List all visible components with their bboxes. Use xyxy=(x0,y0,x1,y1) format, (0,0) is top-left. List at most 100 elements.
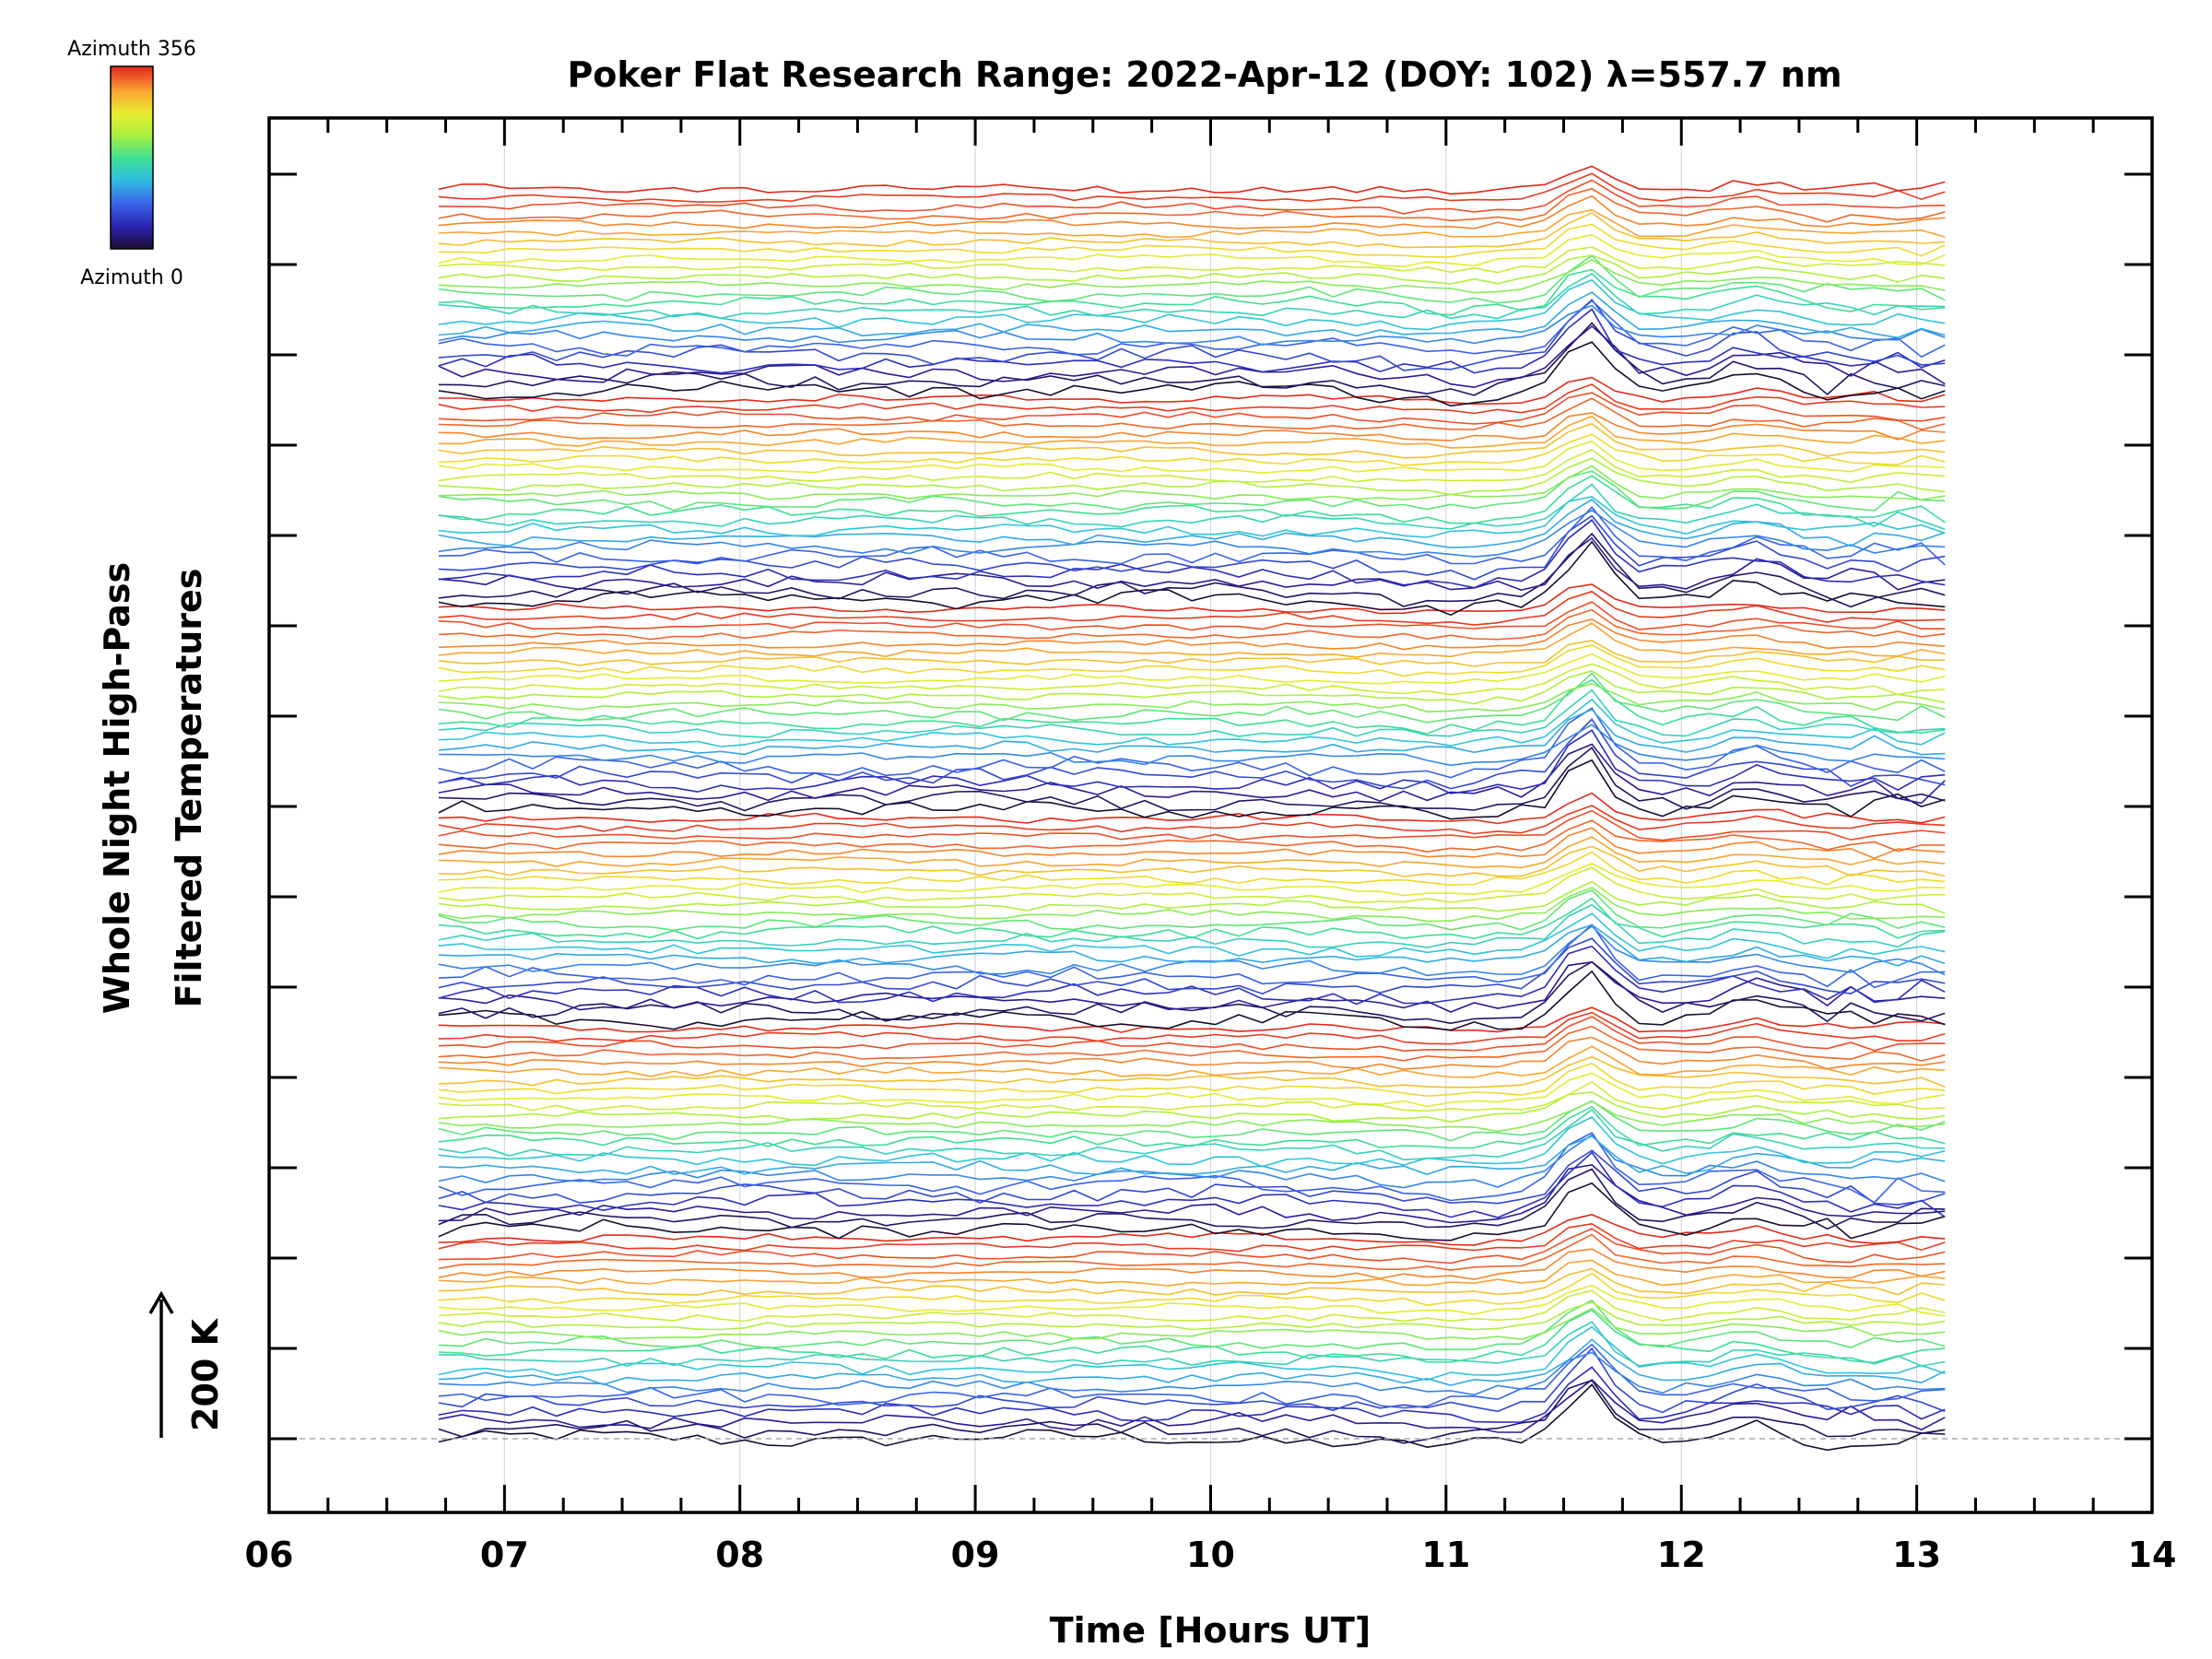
scale-indicator: 200 K xyxy=(148,1290,226,1438)
series-line xyxy=(438,970,1946,1031)
series-line xyxy=(438,441,1946,475)
series-line xyxy=(438,1343,1946,1409)
series-line xyxy=(438,1062,1946,1098)
series-line xyxy=(438,532,1946,608)
series-line xyxy=(438,304,1946,346)
series-line xyxy=(438,1321,1946,1367)
y-axis-label-line2: Filtered Temperatures xyxy=(169,569,209,1008)
series-line xyxy=(438,698,1946,747)
x-tick-label: 10 xyxy=(1186,1535,1235,1575)
series-line xyxy=(438,1045,1946,1078)
y-axis-label-line1: Whole Night High-Pass xyxy=(97,562,137,1014)
colorbar-legend: Azimuth 356 Azimuth 0 xyxy=(67,38,196,289)
x-tick-label: 12 xyxy=(1657,1535,1706,1575)
series-line xyxy=(438,1366,1946,1423)
series-line xyxy=(438,590,1946,626)
series-line xyxy=(438,1036,1946,1071)
series-line xyxy=(438,1289,1946,1323)
series-line xyxy=(438,258,1946,294)
series-line xyxy=(438,601,1946,631)
series-line xyxy=(438,608,1946,641)
series-line xyxy=(438,845,1946,877)
x-axis-tick-labels: 06 07 08 09 10 11 12 13 14 xyxy=(245,1535,2177,1575)
series-line xyxy=(438,1347,1946,1414)
series-line xyxy=(438,1100,1946,1133)
series-line xyxy=(438,888,1946,932)
series-line xyxy=(438,1006,1946,1033)
series-line xyxy=(438,1222,1946,1253)
series-line xyxy=(438,886,1946,923)
series-line xyxy=(438,640,1946,667)
series-line xyxy=(438,300,1946,359)
series-line xyxy=(438,1325,1946,1382)
series-line xyxy=(438,1338,1946,1386)
series-line xyxy=(438,165,1946,195)
colorbar-min-label: Azimuth 0 xyxy=(80,266,183,289)
series-line xyxy=(438,233,1946,267)
series-line xyxy=(438,1182,1946,1241)
series-line xyxy=(438,924,1946,967)
series-line xyxy=(438,743,1946,805)
series-line xyxy=(438,475,1946,524)
series-line xyxy=(438,718,1946,790)
series-line xyxy=(438,509,1946,558)
series-line xyxy=(438,412,1946,441)
x-tick-label: 11 xyxy=(1421,1535,1470,1575)
series-line xyxy=(438,678,1946,735)
series-line xyxy=(438,1379,1946,1433)
series-line xyxy=(438,1072,1946,1108)
series-line xyxy=(438,470,1946,512)
series-line xyxy=(438,708,1946,756)
series-line xyxy=(438,1025,1946,1062)
series-line xyxy=(438,1214,1946,1246)
series-line xyxy=(438,540,1946,617)
series-line xyxy=(438,863,1946,897)
series-line xyxy=(438,1108,1946,1161)
series-line xyxy=(438,254,1946,285)
series-line xyxy=(438,291,1946,339)
series-line xyxy=(438,1016,1946,1053)
series-line xyxy=(438,1091,1946,1124)
series-line xyxy=(438,505,1946,566)
series-line xyxy=(438,376,1946,406)
series-line xyxy=(438,653,1946,685)
series-line xyxy=(438,707,1946,779)
series-line xyxy=(438,1307,1946,1341)
colorbar-max-label: Azimuth 356 xyxy=(67,38,196,61)
x-axis-ticks xyxy=(267,118,2154,1512)
series-line xyxy=(438,805,1946,835)
series-line xyxy=(438,194,1946,229)
series-line xyxy=(438,1080,1946,1112)
series-line xyxy=(438,179,1946,215)
series-line xyxy=(438,1300,1946,1331)
series-line xyxy=(438,172,1946,203)
series-line xyxy=(438,866,1946,904)
series-line xyxy=(438,1011,1946,1045)
series-line xyxy=(438,880,1946,914)
series-line xyxy=(438,397,1946,430)
x-tick-label: 14 xyxy=(2128,1535,2177,1575)
series-group xyxy=(438,165,1946,1452)
x-tick-label: 09 xyxy=(951,1535,1000,1575)
series-line xyxy=(438,299,1946,371)
series-line xyxy=(438,212,1946,249)
scale-label: 200 K xyxy=(185,1317,226,1431)
series-line xyxy=(438,1163,1946,1224)
series-line xyxy=(438,924,1946,989)
series-line xyxy=(438,223,1946,258)
series-line xyxy=(438,792,1946,825)
series-line xyxy=(438,272,1946,320)
series-line xyxy=(438,729,1946,794)
series-line xyxy=(438,1116,1946,1168)
series-line xyxy=(438,672,1946,724)
series-line xyxy=(438,622,1946,658)
series-line xyxy=(438,392,1946,425)
series-line xyxy=(438,324,1946,389)
series-line xyxy=(438,897,1946,940)
series-line xyxy=(438,1228,1946,1265)
series-line xyxy=(438,383,1946,415)
series-line xyxy=(438,747,1946,812)
series-line xyxy=(438,1168,1946,1230)
series-line xyxy=(438,851,1946,887)
